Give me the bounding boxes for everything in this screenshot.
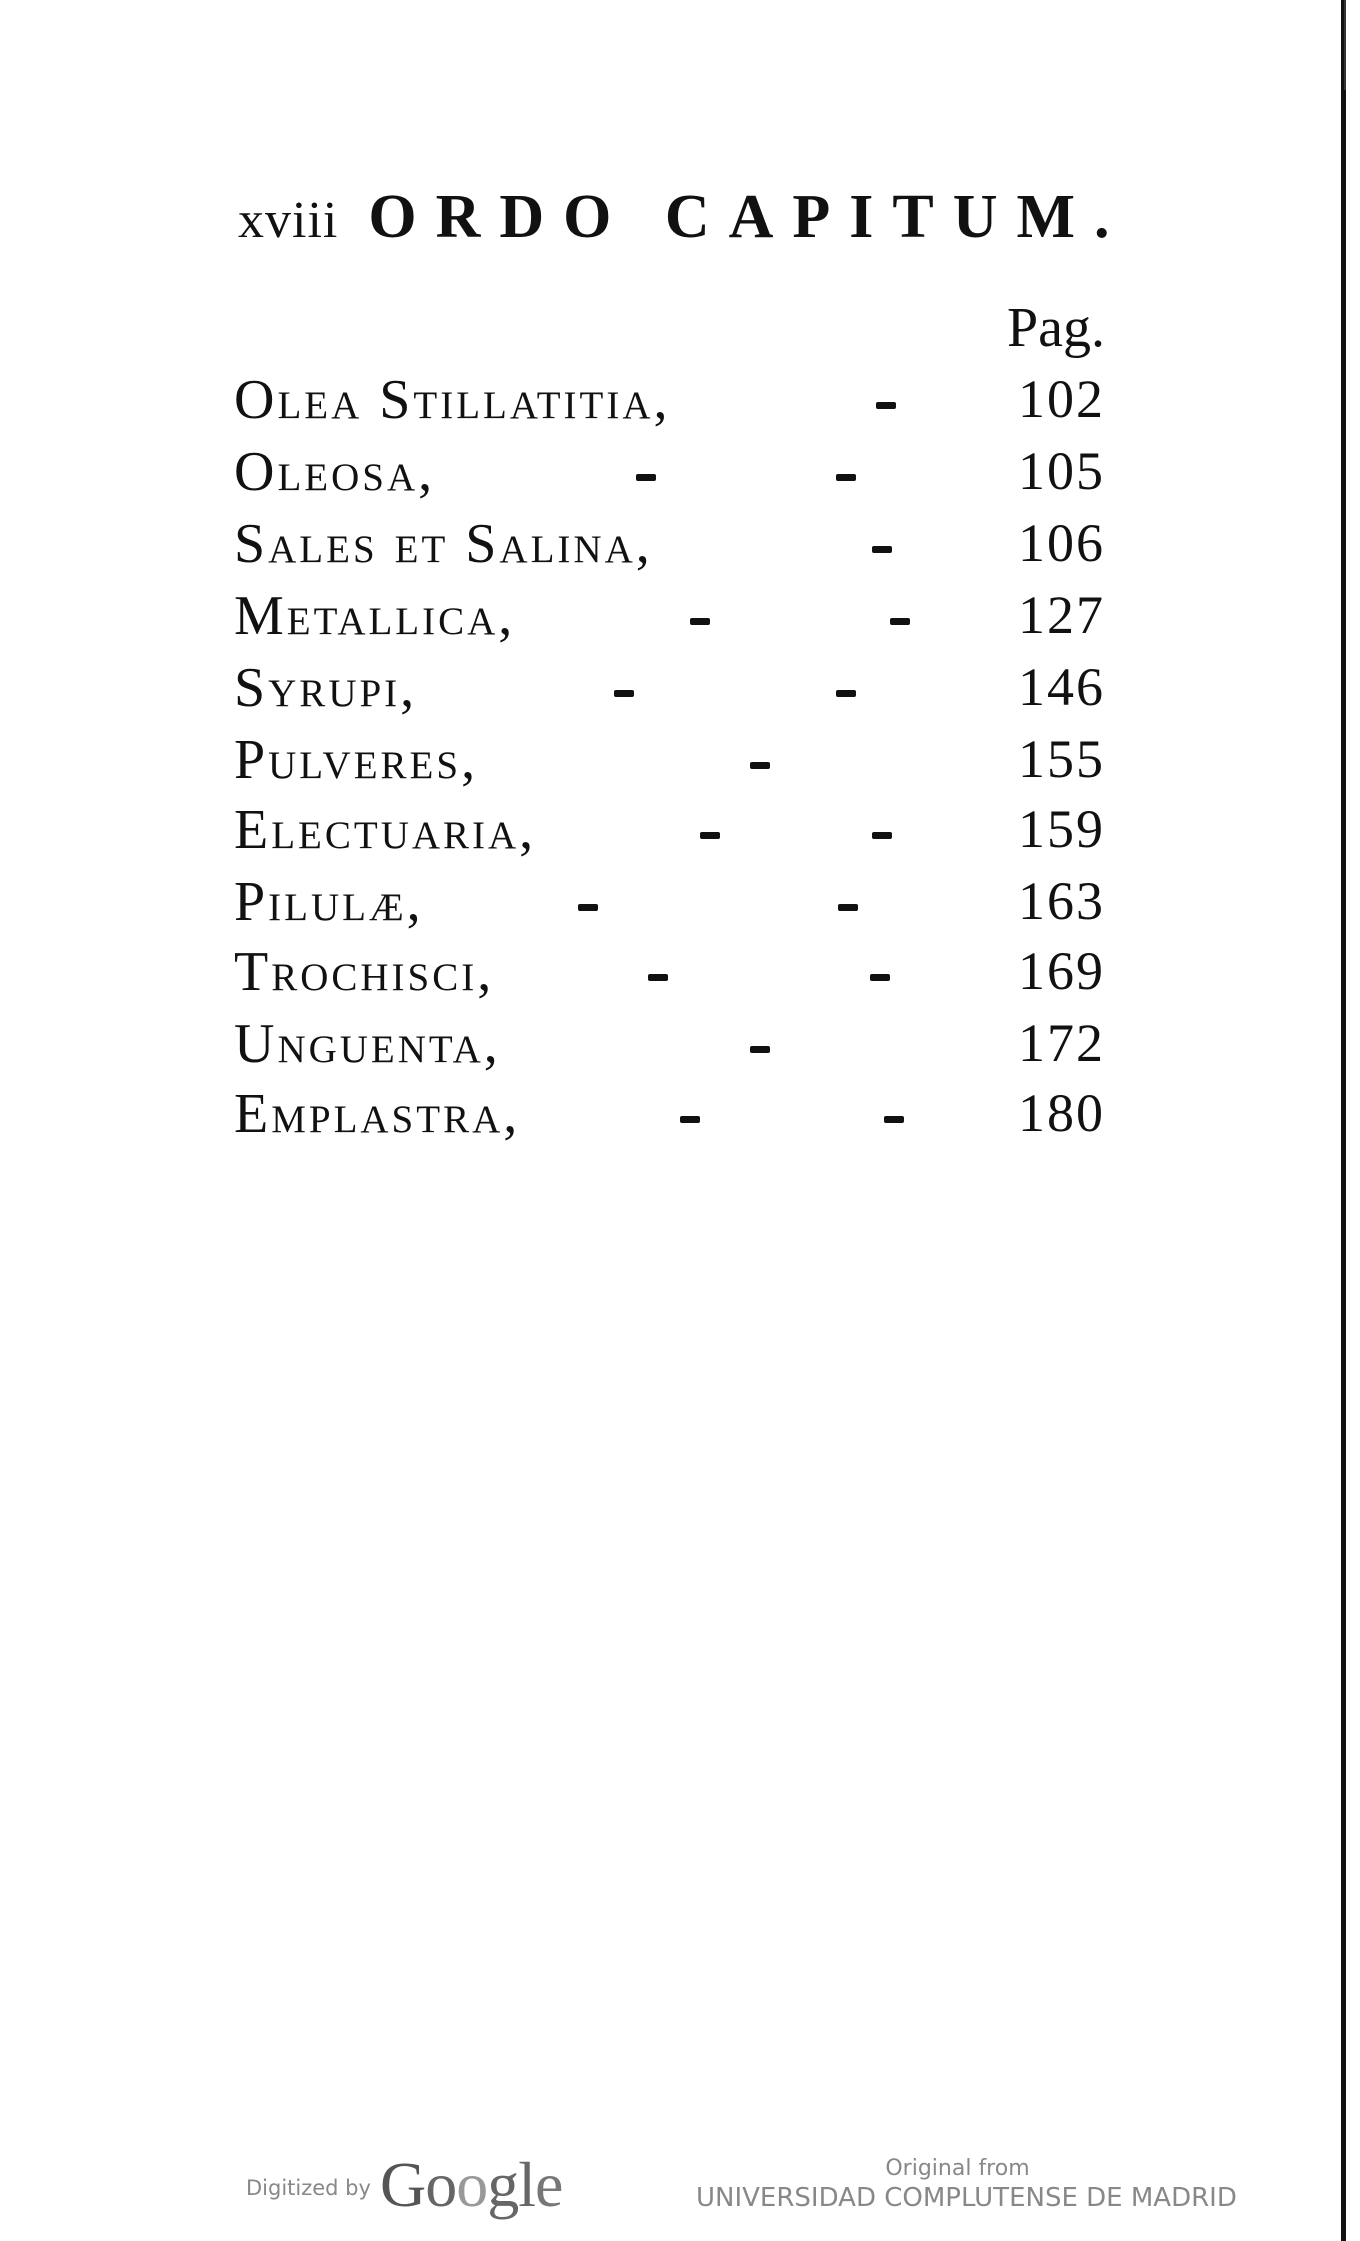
leader-dash [614,690,634,697]
leader-dash [890,618,910,625]
toc-entry-title: Pulveres, [234,729,479,791]
page-edge-mark [1344,0,1346,90]
leader-dash [876,402,896,409]
toc-row: Metallica, 127 [0,588,1360,660]
leader-dash [578,904,598,911]
page-header: xviii ORDO CAPITUM. [238,186,1129,248]
toc-entry-page: 163 [1018,871,1105,931]
leader-dash [750,762,770,769]
leader-dash [836,690,856,697]
leader-dash [690,618,710,625]
toc-entry-page: 169 [1018,941,1105,1001]
toc-entry-title: Sales et Salina, [234,513,653,575]
leader-dash [648,974,668,981]
toc-entry-title: Unguenta, [234,1013,501,1075]
toc-row: Sales et Salina, 106 [0,516,1360,588]
toc-entry-page: 180 [1018,1083,1105,1143]
leader-dash [870,974,890,981]
page-column-label: Pag. [1007,297,1105,359]
page-title: ORDO CAPITUM. [368,183,1129,251]
toc-entry-page: 105 [1018,441,1105,501]
toc-row: Emplastra, 180 [0,1086,1360,1158]
leader-dash [750,1046,770,1053]
leader-dash [636,474,656,481]
toc-entry-page: 102 [1018,369,1105,429]
toc-entry-page: 172 [1018,1013,1105,1073]
toc-entry-title: Emplastra, [234,1083,521,1145]
leader-dash [872,832,892,839]
toc-entry-page: 127 [1018,585,1105,645]
leader-dash [836,474,856,481]
toc-entry-title: Trochisci, [234,941,495,1003]
toc-row: Syrupi, 146 [0,660,1360,732]
toc-row: Pulveres, 155 [0,732,1360,804]
original-from-label: Original from [885,2156,1030,2181]
toc-entry-page: 159 [1018,799,1105,859]
toc-entry-page: 146 [1018,657,1105,717]
toc-row: Pilulæ, 163 [0,874,1360,946]
toc-entry-title: Oleosa, [234,441,436,503]
page-edge-line [1341,0,1346,2241]
institution-label: UNIVERSIDAD COMPLUTENSE DE MADRID [696,2183,1237,2213]
leader-dash [884,1116,904,1123]
toc-entry-page: 106 [1018,513,1105,573]
page-number: xviii [238,192,339,249]
toc-row: Unguenta, 172 [0,1016,1360,1088]
google-logo: Google [380,2149,563,2220]
toc-row: Trochisci, 169 [0,944,1360,1016]
toc-entry-title: Metallica, [234,585,516,647]
toc-entry-title: Olea Stillatitia, [234,369,671,431]
toc-row: Electuaria, 159 [0,802,1360,874]
toc-entry-title: Syrupi, [234,657,418,719]
toc-entry-title: Electuaria, [234,799,537,861]
leader-dash [872,546,892,553]
toc-row: Olea Stillatitia, 102 [0,372,1360,444]
digitized-by-label: Digitized by [246,2176,371,2200]
leader-dash [680,1116,700,1123]
toc-entry-title: Pilulæ, [234,871,424,933]
toc-row: Oleosa, 105 [0,444,1360,516]
toc-entry-page: 155 [1018,729,1105,789]
leader-dash [838,904,858,911]
leader-dash [700,832,720,839]
